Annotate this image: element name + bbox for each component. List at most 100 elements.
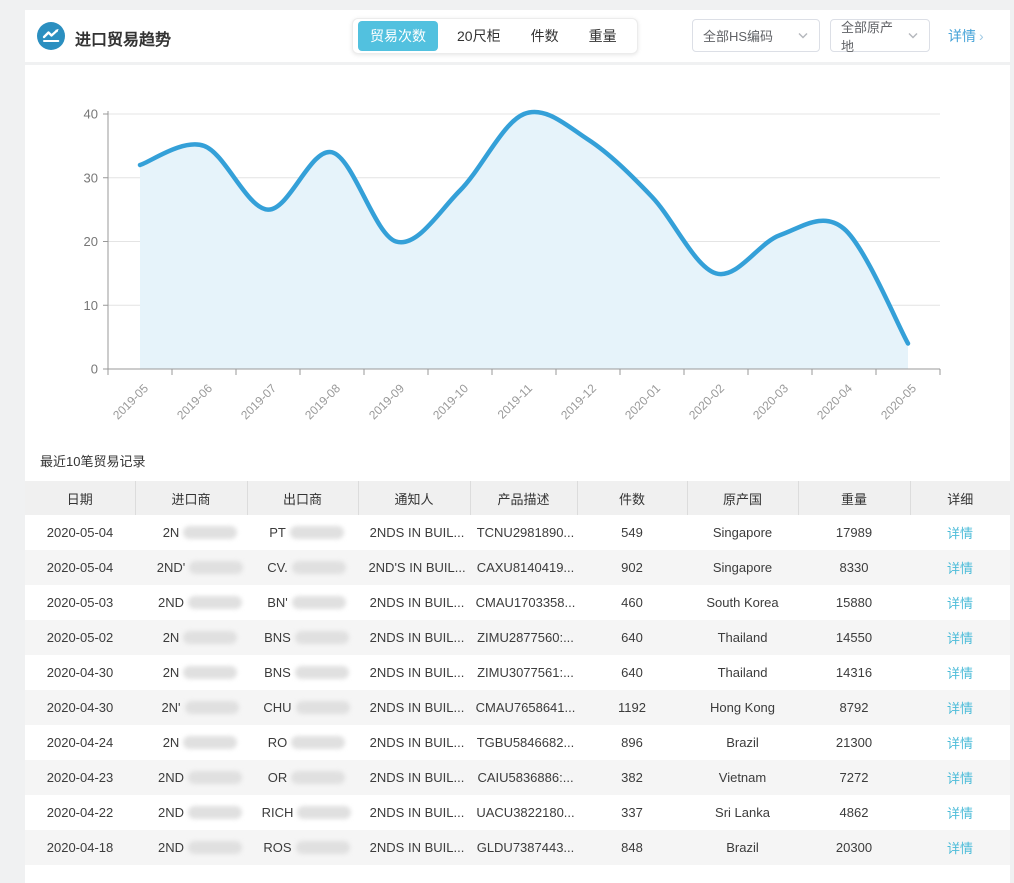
col-header-importer: 进口商 (134, 481, 247, 515)
row-detail-link[interactable]: 详情 (946, 596, 973, 611)
trade-table-body: 2020-05-04 2N PT 2NDS IN BUIL... TCNU2981890… (25, 515, 1010, 865)
cell-date: 2020-04-23 (46, 770, 114, 785)
chevron-right-icon: › (979, 28, 984, 44)
row-detail-link[interactable]: 详情 (946, 526, 973, 541)
cell-pieces: 640 (621, 665, 643, 680)
svg-text:2019-12: 2019-12 (558, 381, 599, 422)
cell-pieces: 549 (621, 525, 643, 540)
origin-select[interactable]: 全部原产地 (830, 19, 930, 54)
cell-weight: 8792 (839, 700, 869, 715)
cell-notify-party: 2NDS IN BUIL... (369, 525, 465, 540)
row-detail-link[interactable]: 详情 (946, 701, 973, 716)
row-detail-link[interactable]: 详情 (946, 736, 973, 751)
redacted-text (183, 631, 238, 644)
cell-origin-country: Thailand (717, 665, 768, 680)
col-header-notify-party: 通知人 (357, 481, 470, 515)
row-detail-link[interactable]: 详情 (946, 841, 973, 856)
svg-text:20: 20 (84, 234, 98, 249)
cell-date: 2020-05-03 (46, 595, 114, 610)
cell-origin-country: Sri Lanka (715, 805, 770, 820)
redacted-text (289, 526, 344, 539)
redacted-text (294, 666, 349, 679)
cell-product-desc: TGBU5846682... (476, 735, 575, 750)
table-row: 2020-04-30 2N' CHU 2NDS IN BUIL... CMAU76586… (25, 690, 1010, 725)
row-detail-link[interactable]: 详情 (946, 806, 973, 821)
cell-exporter: CHU (247, 690, 358, 725)
col-header-exporter: 出口商 (246, 481, 358, 515)
cell-notify-party: 2NDS IN BUIL... (369, 595, 465, 610)
cell-pieces: 460 (621, 595, 643, 610)
cell-origin-country: Thailand (717, 630, 768, 645)
cell-origin-country: Brazil (726, 840, 759, 855)
cell-exporter: BNS (247, 655, 358, 690)
trade-records-table: 日期 进口商 出口商 通知人 产品描述 件数 原产国 重量 详细 2020-05… (25, 481, 1010, 865)
redacted-text (189, 561, 244, 574)
table-row: 2020-04-24 2N RO 2NDS IN BUIL... TGBU5846682… (25, 725, 1010, 760)
cell-notify-party: 2NDS IN BUIL... (369, 630, 465, 645)
cell-detail: 详情 (910, 655, 1010, 690)
cell-weight: 17989 (835, 525, 873, 540)
redacted-text (291, 736, 346, 749)
svg-text:30: 30 (84, 170, 98, 185)
cell-product-desc: ZIMU2877560:... (477, 630, 574, 645)
cell-product-desc: UACU3822180... (476, 805, 575, 820)
cell-weight: 14550 (835, 630, 873, 645)
row-detail-link[interactable]: 详情 (946, 631, 973, 646)
tab-20ft-container[interactable]: 20尺柜 (457, 28, 501, 44)
cell-origin-country: Hong Kong (709, 700, 776, 715)
redacted-text (295, 841, 350, 854)
cell-detail: 详情 (910, 725, 1010, 760)
chevron-down-icon (907, 32, 919, 40)
header-detail-link[interactable]: 详情 › (948, 28, 984, 44)
cell-importer: 2ND' (135, 550, 247, 585)
redacted-text (188, 841, 242, 854)
chart-canvas: 0 10 20 30 40 2019-05 2019-06 2019-07 2019-08 201… (84, 107, 941, 422)
redacted-text (188, 771, 242, 784)
redacted-text (183, 666, 238, 679)
svg-text:2020-04: 2020-04 (814, 381, 855, 422)
row-detail-link[interactable]: 详情 (946, 666, 973, 681)
cell-weight: 4862 (839, 805, 869, 820)
cell-importer: 2N (135, 725, 247, 760)
table-caption: 最近10笔贸易记录 (40, 454, 146, 469)
redacted-text (188, 596, 242, 609)
table-row: 2020-05-04 2N PT 2NDS IN BUIL... TCNU2981890… (25, 515, 1010, 550)
cell-importer: 2ND (135, 795, 247, 830)
cell-product-desc: ZIMU3077561:... (477, 665, 574, 680)
cell-detail: 详情 (910, 690, 1010, 725)
cell-product-desc: CMAU1703358... (475, 595, 576, 610)
table-row: 2020-04-30 2N BNS 2NDS IN BUIL... ZIMU307756… (25, 655, 1010, 690)
row-detail-link[interactable]: 详情 (946, 561, 973, 576)
cell-importer: 2N (135, 655, 247, 690)
row-detail-link[interactable]: 详情 (946, 771, 973, 786)
cell-notify-party: 2NDS IN BUIL... (369, 700, 465, 715)
table-row: 2020-05-03 2ND BN' 2NDS IN BUIL... CMAU17033… (25, 585, 1010, 620)
tab-trade-count[interactable]: 贸易次数 (358, 21, 438, 51)
metric-tab-group: 贸易次数 20尺柜 件数 重量 (352, 18, 638, 54)
cell-weight: 15880 (835, 595, 873, 610)
content-panel: 0 10 20 30 40 2019-05 2019-06 2019-07 2019-08 201… (25, 65, 1010, 883)
cell-product-desc: GLDU7387443... (476, 840, 575, 855)
cell-notify-party: 2NDS IN BUIL... (369, 735, 465, 750)
tab-weight[interactable]: 重量 (588, 28, 617, 44)
svg-text:2019-08: 2019-08 (302, 381, 343, 422)
cell-detail: 详情 (910, 620, 1010, 655)
svg-text:2019-10: 2019-10 (430, 381, 471, 422)
cell-pieces: 896 (621, 735, 643, 750)
col-header-origin-country: 原产国 (686, 481, 798, 515)
hs-code-select-value: 全部HS编码 (703, 29, 774, 44)
hs-code-select[interactable]: 全部HS编码 (692, 19, 820, 52)
redacted-text (188, 806, 242, 819)
cell-date: 2020-04-30 (46, 700, 114, 715)
cell-pieces: 902 (621, 560, 643, 575)
tab-pieces[interactable]: 件数 (530, 28, 559, 44)
svg-text:10: 10 (84, 298, 98, 313)
svg-text:2019-06: 2019-06 (174, 381, 215, 422)
cell-product-desc: TCNU2981890... (476, 525, 575, 540)
table-row: 2020-04-22 2ND RICH 2NDS IN BUIL... UACU3822… (25, 795, 1010, 830)
cell-detail: 详情 (910, 830, 1010, 865)
chevron-down-icon (797, 32, 809, 40)
cell-importer: 2ND (135, 585, 247, 620)
cell-weight: 14316 (835, 665, 873, 680)
cell-notify-party: 2NDS IN BUIL... (369, 770, 465, 785)
